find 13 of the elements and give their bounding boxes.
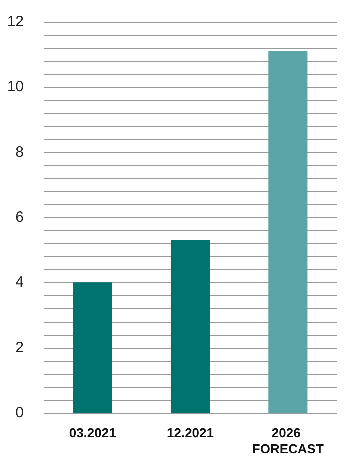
y-tick-label: 6: [16, 209, 24, 226]
y-tick-label: 0: [16, 404, 24, 422]
y-tick-label: 2: [16, 339, 24, 356]
bar: [170, 240, 210, 413]
bar: [73, 282, 112, 413]
x-tick-label: 2026 FORECAST: [252, 426, 324, 456]
y-tick-label: 10: [7, 78, 24, 96]
bar: [268, 51, 308, 413]
y-tick-label: 12: [7, 14, 24, 30]
y-tick-label: 4: [16, 274, 24, 292]
x-tick-label: 12.2021: [167, 426, 214, 440]
x-tick-label: 03.2021: [69, 426, 116, 440]
y-tick-label: 8: [16, 144, 24, 161]
